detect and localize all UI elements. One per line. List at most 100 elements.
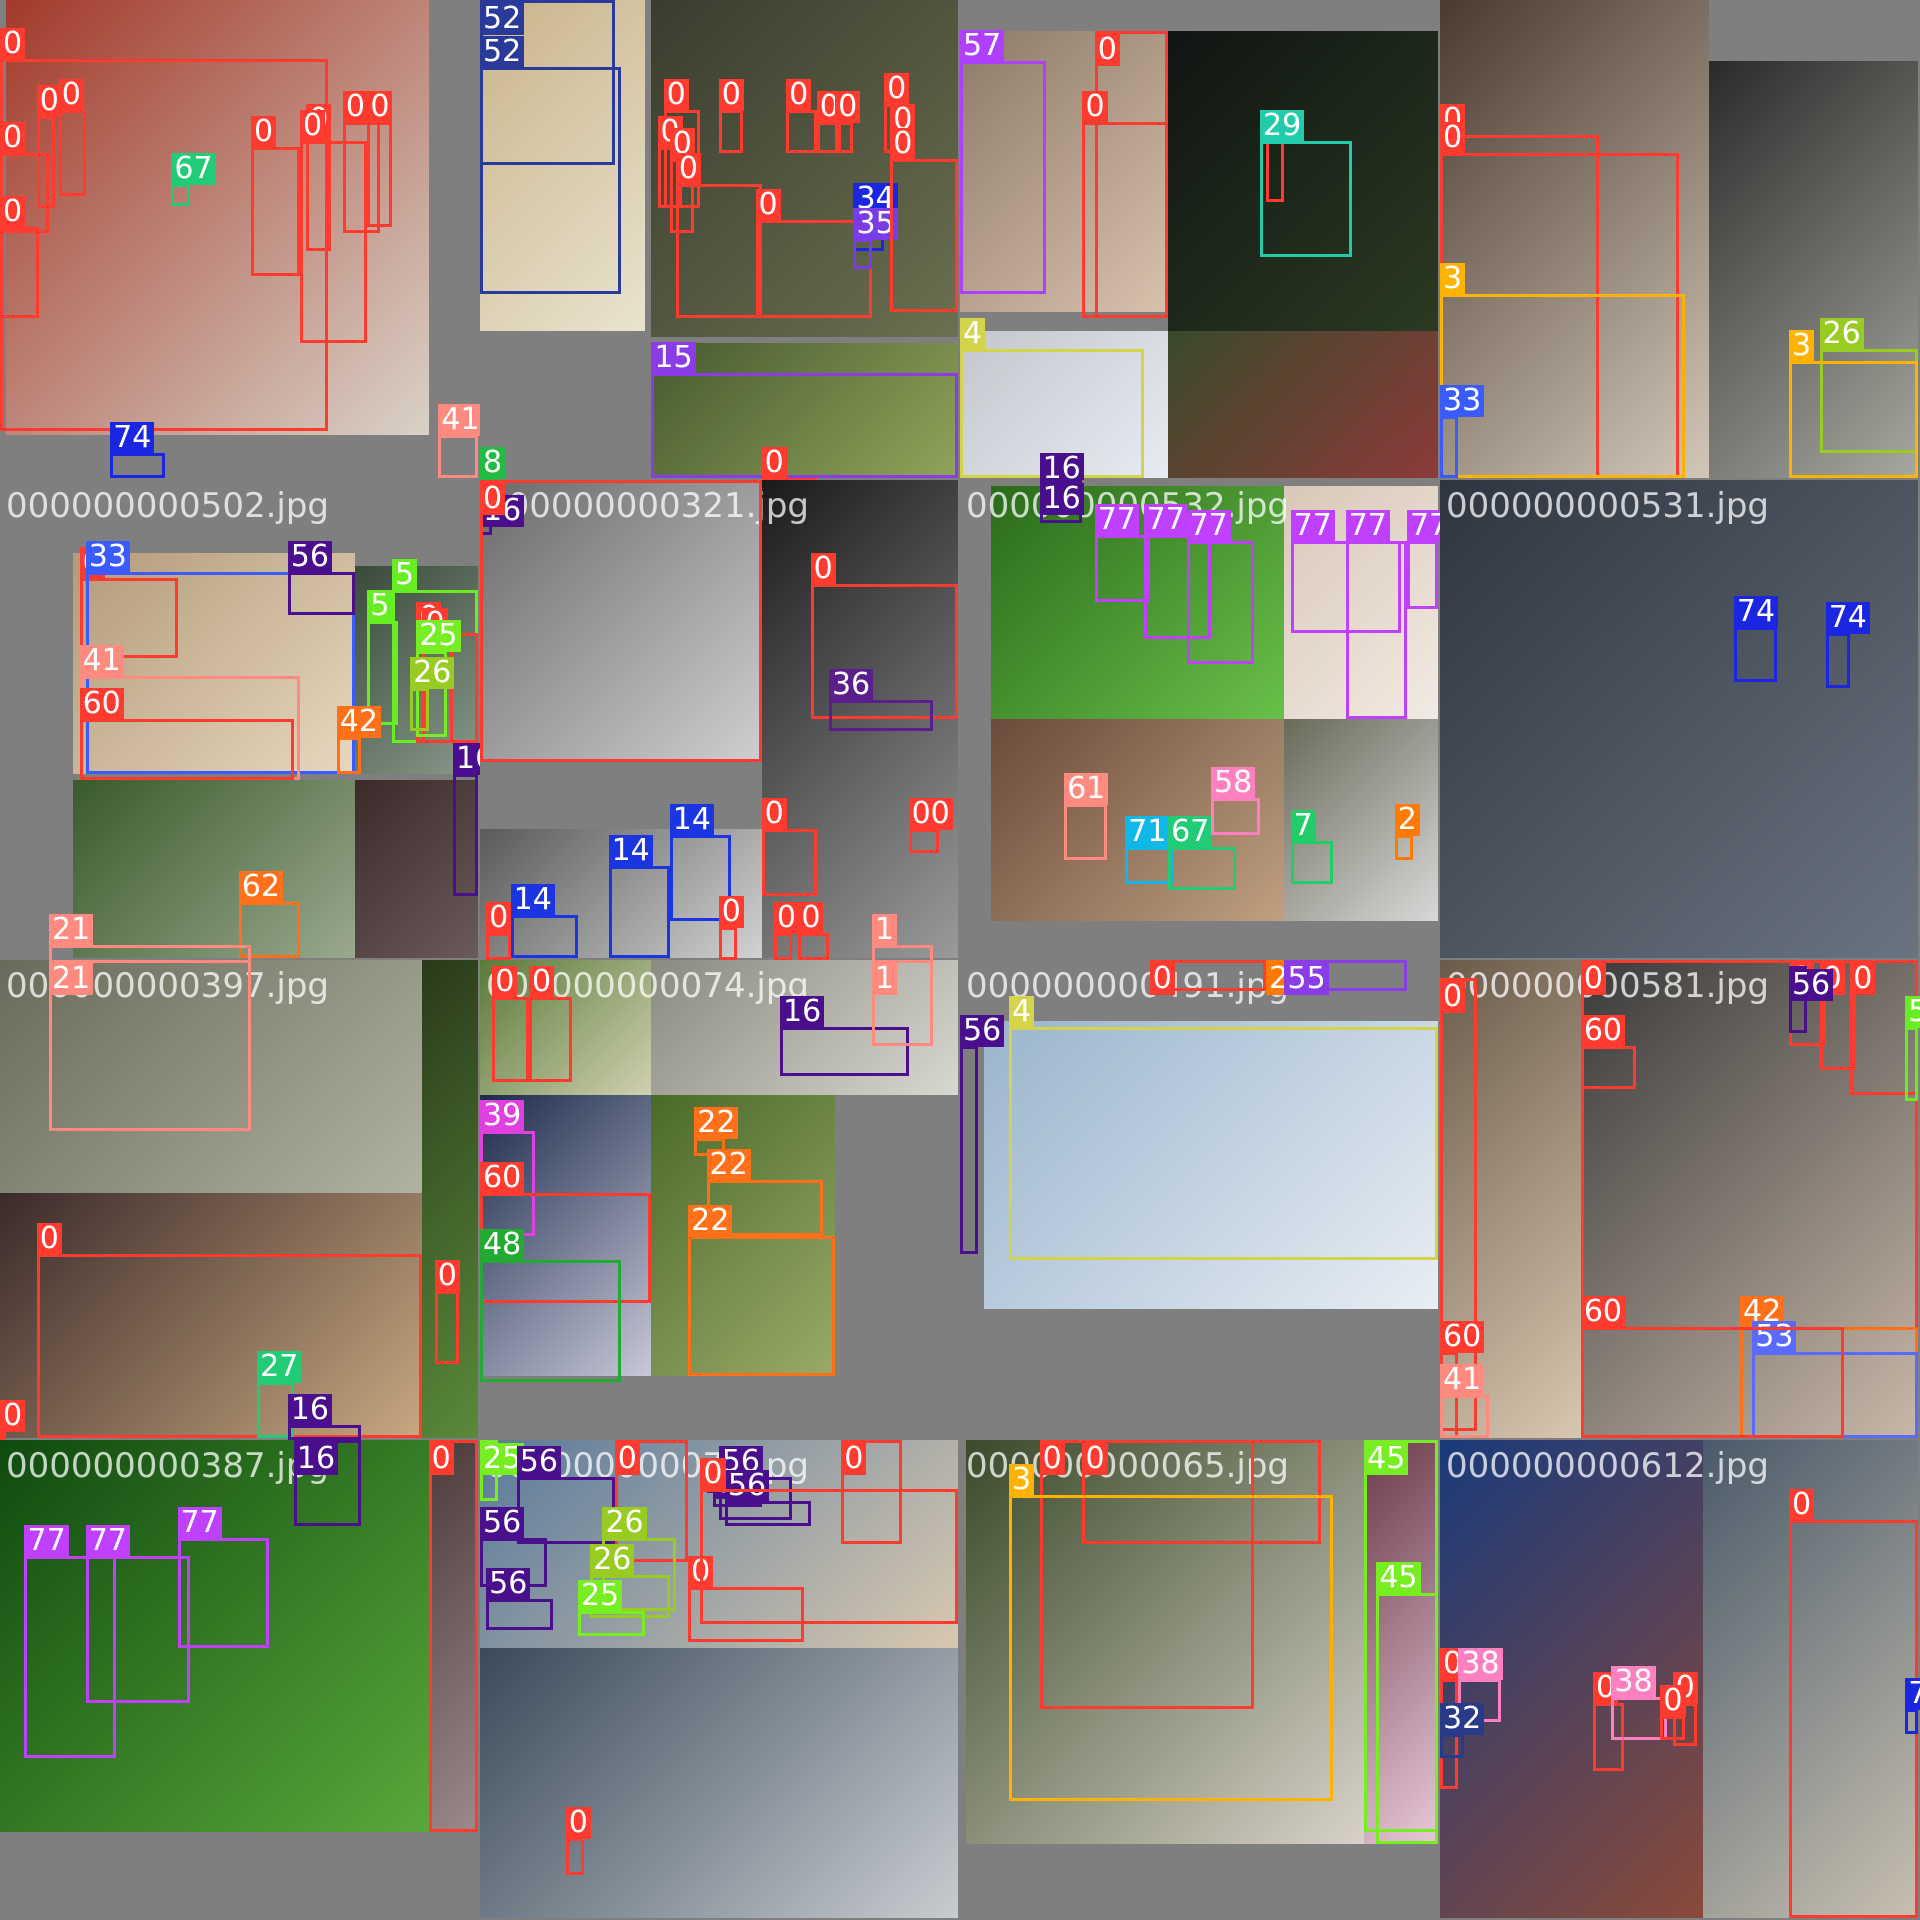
bounding-box: 77 xyxy=(1345,510,1407,719)
bounding-box: 0 xyxy=(486,902,512,960)
photo-region xyxy=(1709,61,1918,478)
bounding-box: 77 xyxy=(1290,510,1401,634)
bounding-box: 0 xyxy=(810,553,958,719)
image-tile[interactable]: 000000000074.jpg 0 0 16 1 39 60 48 22 22 22 xyxy=(480,960,960,1440)
class-label: 0 xyxy=(755,189,781,222)
class-label: 42 xyxy=(336,706,381,739)
bounding-box: 0 xyxy=(36,85,62,209)
class-label: 56 xyxy=(486,1568,531,1601)
bounding-box: 0 xyxy=(786,79,817,154)
bounding-box: 25 xyxy=(577,1580,646,1636)
class-label: 0 xyxy=(367,91,393,124)
class-label: 38 xyxy=(1458,1647,1503,1680)
image-tile[interactable]: 000000000321.jpg16003600014141400001 xyxy=(480,480,960,960)
bounding-box: 0 xyxy=(58,79,86,196)
bounding-box: 2 xyxy=(1266,960,1292,995)
bounding-box: 15 xyxy=(651,342,958,478)
class-label: 7 xyxy=(1290,810,1316,843)
class-label: 25 xyxy=(577,1580,623,1613)
bounding-box: 25 xyxy=(416,620,461,738)
class-label: 48 xyxy=(480,1229,525,1261)
class-label: 16 xyxy=(293,1443,339,1475)
bounding-box: 1 xyxy=(871,914,934,960)
class-label: 0 xyxy=(0,27,26,60)
photo-region xyxy=(0,960,423,1193)
class-label: 0 xyxy=(1788,1488,1815,1521)
class-label: 0 xyxy=(1094,33,1120,66)
bounding-box: 56 xyxy=(516,1445,615,1545)
bounding-box: 27 xyxy=(257,1351,302,1438)
image-tile[interactable]: 000000000387.jpg 16 77 77 77 0 xyxy=(0,1440,480,1920)
class-label: 71 xyxy=(1125,816,1170,849)
photo-region xyxy=(0,1192,423,1438)
class-label: 56 xyxy=(516,1445,561,1478)
image-tile[interactable]: 525200000000000343501580 xyxy=(480,0,960,480)
bounding-box: 21 xyxy=(48,914,251,960)
class-label: 0 xyxy=(761,446,787,479)
class-label: 0 xyxy=(428,1443,454,1475)
photo-region xyxy=(960,30,1169,313)
image-tile[interactable]: 000000000397.jpg 21 0 27 16 0 0 xyxy=(0,960,480,1440)
bounding-box: 0 xyxy=(835,91,861,154)
image-tile[interactable]: 000000000502.jpg033565500252641604216622… xyxy=(0,480,480,960)
class-label: 14 xyxy=(510,883,555,916)
image-tile[interactable]: 000000000581.jpg00005606054253606041 xyxy=(1440,960,1920,1440)
photo-region xyxy=(0,1440,429,1832)
bounding-box: 36 xyxy=(828,669,934,732)
bounding-box: 4 xyxy=(1008,996,1438,1260)
image-tile[interactable]: 000000000612.jpg0740383203800 xyxy=(1440,1440,1920,1920)
class-label: 60 xyxy=(79,687,124,720)
class-label: 56 xyxy=(287,540,332,573)
image-filename: 000000000502.jpg xyxy=(6,486,329,526)
class-label: 62 xyxy=(238,871,283,904)
image-tile[interactable]: 000000000065.jpg 0 0 3 45 45 xyxy=(960,1440,1440,1920)
bounding-box: 5 xyxy=(1905,996,1920,1101)
class-label: 16 xyxy=(1039,452,1084,480)
class-label: 0 xyxy=(58,79,84,112)
image-tile[interactable]: 000000000531.jpg 74 74 xyxy=(1440,480,1920,960)
bounding-box: 16 xyxy=(287,1394,362,1440)
image-tile[interactable]: 0 0 3 26 3 33 xyxy=(1440,0,1920,480)
bounding-box: 0 xyxy=(565,1806,591,1875)
bounding-box: 0 xyxy=(300,109,368,343)
bounding-box: 57 xyxy=(960,30,1046,294)
class-label: 38 xyxy=(1611,1666,1656,1699)
class-label: 0 xyxy=(1850,963,1876,995)
class-label: 0 xyxy=(1440,122,1466,155)
image-tile[interactable]: 5700029416 xyxy=(960,0,1440,480)
bounding-box: 0 xyxy=(688,1555,805,1643)
class-label: 0 xyxy=(528,965,555,998)
photo-region xyxy=(1168,330,1438,478)
class-label: 0 xyxy=(0,1400,26,1433)
class-label: 56 xyxy=(960,1014,1005,1047)
class-label: 5 xyxy=(367,589,393,622)
image-tile[interactable]: 0000670000007441 xyxy=(0,0,480,480)
bounding-box: 21 xyxy=(48,960,251,1132)
photo-region xyxy=(651,342,958,478)
class-label: 29 xyxy=(1260,109,1305,142)
bounding-box: 60 xyxy=(1580,1296,1845,1438)
bounding-box: 0 xyxy=(761,797,817,897)
class-label: 74 xyxy=(1733,595,1779,628)
bounding-box: 60 xyxy=(1580,1014,1636,1089)
photo-region xyxy=(6,0,429,435)
bounding-box: 3 xyxy=(1008,1464,1334,1802)
class-label: 0 xyxy=(718,895,744,928)
class-label: 14 xyxy=(608,834,653,867)
class-label: 4 xyxy=(1008,996,1035,1029)
class-label: 60 xyxy=(1580,1296,1625,1329)
bounding-box: 62 xyxy=(238,871,300,958)
class-label: 0 xyxy=(663,79,689,112)
image-tile[interactable]: 000000000532.jpg167777777777776171675872 xyxy=(960,480,1440,960)
bounding-box: 0 xyxy=(1788,1488,1918,1918)
bounding-box: 35 xyxy=(853,207,898,270)
bounding-box: 38 xyxy=(1611,1666,1667,1740)
image-tile[interactable]: 000000000491.jpg 0 2 55 56 4 xyxy=(960,960,1440,1440)
class-label: 39 xyxy=(480,1100,525,1133)
bounding-box: 77 xyxy=(85,1525,190,1704)
bounding-box: 0 xyxy=(1082,91,1169,319)
class-label: 55 xyxy=(1284,963,1329,995)
class-label: 26 xyxy=(410,657,455,690)
bounding-box: 67 xyxy=(1168,816,1236,891)
image-tile[interactable]: 000000000073.jpg255600565656562626250056… xyxy=(480,1440,960,1920)
